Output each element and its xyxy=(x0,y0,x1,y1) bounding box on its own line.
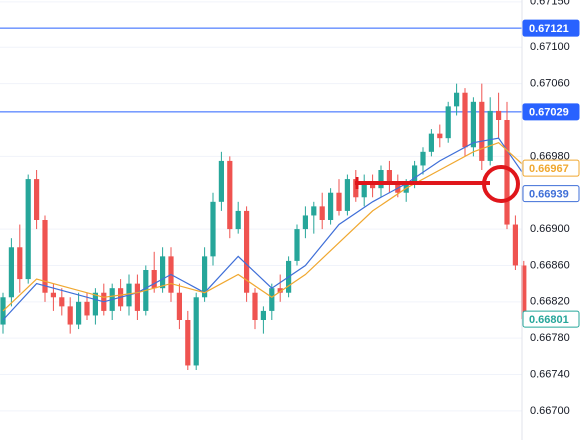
y-axis: 0.67150 0.67100 0.67060 0.66980 0.66900 0.668… xyxy=(521,0,580,440)
y-tick-label: 0.66780 xyxy=(530,332,570,344)
candle-body xyxy=(370,183,376,189)
candle-body xyxy=(269,288,275,311)
candle-body xyxy=(8,247,14,298)
price-tag-label: 0.66801 xyxy=(529,314,569,326)
candle-body xyxy=(84,301,90,316)
y-tick-label: 0.66980 xyxy=(530,150,570,162)
candle-body xyxy=(512,224,518,266)
candle-body xyxy=(487,110,493,161)
price-tag xyxy=(522,19,580,37)
y-tick-label: 0.66740 xyxy=(530,368,570,380)
price-tag-label: 0.67121 xyxy=(529,23,569,35)
annotation-circle xyxy=(482,165,520,203)
candle-body xyxy=(470,101,476,148)
candle-body xyxy=(412,165,418,184)
candle-body xyxy=(235,210,241,230)
price-tag xyxy=(522,159,580,177)
price-tag xyxy=(522,310,580,328)
candle-body xyxy=(294,229,300,261)
candle-body xyxy=(420,151,426,166)
candle-body xyxy=(92,292,98,316)
candle-body xyxy=(504,120,510,225)
candle-body xyxy=(134,283,140,311)
candle-body xyxy=(302,215,308,230)
moving-average xyxy=(2,142,525,312)
candle-body xyxy=(151,270,157,289)
y-tick-label: 0.66820 xyxy=(530,296,570,308)
candle-body xyxy=(193,297,199,366)
candle-body xyxy=(277,288,283,293)
candle-body xyxy=(462,92,468,148)
candle-body xyxy=(496,110,502,120)
price-tag-label: 0.66939 xyxy=(529,189,569,201)
candle-body xyxy=(218,160,224,202)
candle-body xyxy=(34,179,40,220)
plot xyxy=(0,27,527,370)
candle-body xyxy=(328,192,334,220)
candle-body xyxy=(50,292,56,298)
candle-body xyxy=(454,92,460,107)
y-tick-label: 0.67060 xyxy=(530,78,570,90)
y-tick-label: 0.66700 xyxy=(530,405,570,417)
candle-body xyxy=(76,301,82,325)
candle-body xyxy=(67,306,73,325)
candle-body xyxy=(336,192,342,211)
candle-body xyxy=(344,179,350,211)
candle-body xyxy=(210,201,216,257)
candle-body xyxy=(311,206,317,216)
candle-body xyxy=(437,133,443,139)
price-tag-label: 0.67029 xyxy=(529,107,569,119)
candle-body xyxy=(378,170,384,189)
price-tag xyxy=(522,185,580,203)
y-tick-label: 0.66860 xyxy=(530,259,570,271)
candle-body xyxy=(260,310,266,320)
candle-body xyxy=(59,297,65,307)
price-tag xyxy=(522,103,580,121)
candle-body xyxy=(25,179,31,280)
moving-average xyxy=(2,137,525,321)
candle-body xyxy=(244,210,250,293)
candle-body xyxy=(185,320,191,366)
candle-body xyxy=(176,292,182,320)
candle-body xyxy=(361,183,367,198)
price-tag-label: 0.66967 xyxy=(529,163,569,175)
candle-body xyxy=(479,101,485,161)
y-tick-label: 0.67100 xyxy=(530,41,570,53)
candle-body xyxy=(42,220,48,293)
y-tick-label: 0.67150 xyxy=(530,0,570,8)
candle-body xyxy=(386,170,392,184)
candle-body xyxy=(0,297,6,325)
candle-body xyxy=(445,106,451,139)
candle-body xyxy=(252,292,258,320)
candle-body xyxy=(160,256,166,289)
y-tick-label: 0.66900 xyxy=(530,223,570,235)
candle-body xyxy=(17,247,23,280)
candle-body xyxy=(202,256,208,298)
candle-body xyxy=(428,133,434,152)
candle-body xyxy=(227,160,233,230)
candle-body xyxy=(319,206,325,220)
candle-body xyxy=(521,265,527,320)
